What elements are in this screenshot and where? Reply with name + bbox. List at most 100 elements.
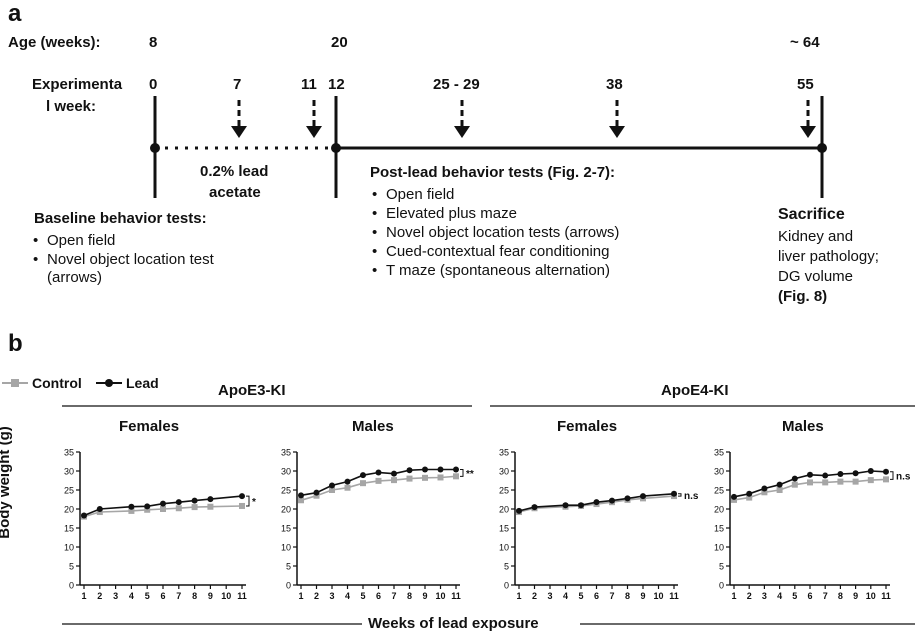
subplot-title: Males xyxy=(352,418,394,435)
x-tick-label: 10 xyxy=(221,591,231,601)
x-tick-label: 3 xyxy=(329,591,334,601)
significance-bracket xyxy=(678,493,682,497)
data-point-control xyxy=(822,479,829,486)
list-item: Elevated plus maze xyxy=(372,204,619,223)
y-tick-label: 20 xyxy=(714,505,724,515)
data-point-lead xyxy=(624,495,631,502)
data-point-lead xyxy=(883,468,889,475)
data-point-control xyxy=(776,487,783,493)
data-point-lead xyxy=(776,481,783,488)
x-tick-label: 10 xyxy=(435,591,445,601)
y-tick-label: 35 xyxy=(714,448,724,458)
data-point-lead xyxy=(671,490,677,497)
x-tick-label: 1 xyxy=(298,591,303,601)
significance-bracket xyxy=(890,471,894,480)
y-tick-label: 0 xyxy=(504,581,509,591)
data-point-control xyxy=(344,484,351,491)
legend-lead-marker xyxy=(96,379,122,387)
data-point-lead xyxy=(375,469,382,476)
test-arrow-week-7 xyxy=(231,100,247,138)
data-point-lead xyxy=(593,499,600,506)
sacrifice-line-1: Kidney and xyxy=(778,228,854,245)
y-tick-label: 30 xyxy=(499,467,509,477)
x-tick-label: 1 xyxy=(81,591,86,601)
test-arrow-week-38 xyxy=(609,100,625,138)
data-point-lead xyxy=(422,466,428,473)
x-tick-label: 10 xyxy=(866,591,876,601)
week-value-25-29: 25 - 29 xyxy=(433,76,480,93)
data-point-lead xyxy=(578,502,584,509)
data-point-control xyxy=(453,473,459,480)
data-point-control xyxy=(837,478,844,485)
data-point-control xyxy=(128,507,135,514)
y-tick-label: 10 xyxy=(499,543,509,553)
y-tick-label: 0 xyxy=(286,581,291,591)
week-value-12: 12 xyxy=(328,76,345,93)
significance-label: n.s xyxy=(896,472,911,483)
data-point-lead xyxy=(128,503,135,510)
data-point-control xyxy=(391,477,397,484)
x-tick-label: 8 xyxy=(407,591,412,601)
data-point-control xyxy=(313,492,320,499)
data-point-control xyxy=(883,476,889,483)
group-label-apoe4: ApoE4-KI xyxy=(661,382,729,399)
week-label-line2: l week: xyxy=(46,98,97,115)
data-point-control xyxy=(867,477,874,484)
significance-bracket xyxy=(246,495,250,507)
list-item: Novel object location tests (arrows) xyxy=(372,223,619,242)
age-value-mid: 20 xyxy=(331,34,348,51)
week-value-0: 0 xyxy=(149,76,158,93)
group-label-apoe3: ApoE3-KI xyxy=(218,382,286,399)
data-point-control xyxy=(144,506,151,513)
sacrifice-title: Sacrifice xyxy=(778,206,845,223)
x-tick-label: 1 xyxy=(516,591,521,601)
timeline-end-dot xyxy=(817,143,827,153)
x-tick-label: 11 xyxy=(237,591,247,601)
y-tick-label: 5 xyxy=(504,562,509,572)
week-value-38: 38 xyxy=(606,76,623,93)
data-point-lead xyxy=(175,499,182,506)
data-point-control xyxy=(807,479,813,486)
x-tick-label: 4 xyxy=(129,591,134,601)
data-point-lead xyxy=(81,512,87,519)
y-tick-label: 5 xyxy=(719,562,724,572)
y-tick-label: 25 xyxy=(64,486,74,496)
significance-label: ** xyxy=(466,469,474,480)
x-tick-label: 5 xyxy=(360,591,365,601)
y-tick-label: 10 xyxy=(281,543,291,553)
data-point-lead xyxy=(867,468,874,474)
age-value-end: ~ 64 xyxy=(790,34,820,51)
list-item: Cued-contextual fear conditioning xyxy=(372,242,619,261)
y-tick-label: 0 xyxy=(69,581,74,591)
data-point-control xyxy=(731,496,737,503)
legend-control-label: Control xyxy=(32,375,82,391)
panel-b-letter: b xyxy=(8,330,23,357)
timeline-mid-dot xyxy=(331,143,341,153)
data-point-control xyxy=(191,504,198,511)
data-point-lead xyxy=(562,502,569,509)
data-point-control xyxy=(375,477,382,484)
y-tick-label: 25 xyxy=(281,486,291,496)
y-tick-label: 15 xyxy=(281,524,291,534)
data-point-lead xyxy=(329,482,335,489)
data-point-control xyxy=(298,497,304,504)
subplot-title: Females xyxy=(557,418,618,435)
data-point-control xyxy=(96,509,103,516)
y-tick-label: 30 xyxy=(281,467,291,477)
data-point-control xyxy=(422,474,428,481)
y-tick-label: 25 xyxy=(714,486,724,496)
post-lead-tests-list: Open field Elevated plus maze Novel obje… xyxy=(372,185,619,280)
legend-control-marker xyxy=(2,379,28,387)
test-arrow-week-55 xyxy=(800,100,816,138)
x-tick-label: 7 xyxy=(176,591,181,601)
data-point-control xyxy=(761,489,768,496)
significance-bracket xyxy=(460,468,464,477)
data-point-lead xyxy=(160,500,166,507)
data-point-lead xyxy=(640,493,646,500)
y-tick-label: 15 xyxy=(64,524,74,534)
data-point-lead xyxy=(360,472,366,479)
data-point-lead xyxy=(746,490,753,497)
data-point-lead xyxy=(437,466,444,473)
age-value-start: 8 xyxy=(149,34,158,51)
